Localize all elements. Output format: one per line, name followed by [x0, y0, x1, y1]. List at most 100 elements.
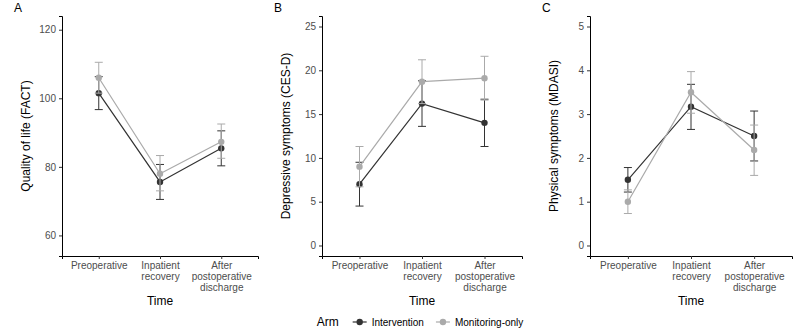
y-tick-mark	[319, 202, 322, 203]
point	[481, 75, 487, 81]
error-bar	[481, 56, 489, 100]
y-tick: 2	[578, 153, 590, 164]
y-tick: 100	[39, 93, 62, 104]
y-tick-mark	[59, 235, 62, 236]
x-tick-mark	[754, 256, 755, 259]
point	[751, 147, 757, 153]
error-bar	[624, 168, 632, 193]
y-tick-label: 4	[578, 65, 584, 76]
x-tick-label-line: After	[211, 260, 233, 271]
x-tick-label-line: After	[744, 260, 766, 271]
x-tick-mark	[691, 256, 692, 259]
x-tick-label-line: Inpatient	[403, 260, 442, 271]
y-tick-label: 15	[305, 109, 317, 120]
error-bar	[481, 99, 489, 146]
plot-marks	[356, 56, 489, 206]
y-tick: 10	[305, 153, 322, 164]
y-tick-label: 0	[310, 240, 316, 251]
y-tick-mark	[319, 158, 322, 159]
y-tick-label: 3	[578, 109, 584, 120]
x-axis-line	[323, 257, 523, 260]
y-tick-mark	[587, 158, 590, 159]
y-tick: 5	[578, 21, 590, 32]
legend-item: Intervention	[353, 317, 424, 328]
panel-title: B	[274, 1, 282, 15]
y-tick-label: 120	[39, 24, 56, 35]
y-axis-title: Depressive symptoms (CES-D)	[279, 53, 293, 220]
y-axis-title: Physical symptoms (MDASI)	[547, 60, 561, 212]
legend-label: Intervention	[372, 317, 424, 328]
y-tick: 80	[45, 162, 62, 173]
x-tick: Inpatientrecovery	[672, 256, 711, 282]
point	[157, 171, 163, 177]
panel-title: A	[14, 1, 22, 15]
point	[419, 78, 425, 84]
x-tick-label-line: Inpatient	[672, 260, 711, 271]
legend: Arm Intervention Monitoring-only	[317, 315, 524, 329]
error-bar	[356, 147, 364, 187]
error-bar	[95, 62, 103, 93]
y-tick-mark	[319, 245, 322, 246]
error-bar	[418, 60, 426, 104]
point	[481, 120, 487, 126]
y-tick-label: 5	[578, 21, 584, 32]
y-axis: 012345	[578, 17, 590, 257]
y-tick-label: 5	[310, 196, 316, 207]
y-tick: 120	[39, 24, 62, 35]
x-tick-label-line: postoperative	[192, 271, 252, 282]
x-axis: Preoperative Inpatientrecovery Afterpostop…	[591, 256, 793, 293]
x-tick-label: Inpatientrecovery	[141, 260, 180, 282]
legend-item: Monitoring-only	[436, 317, 523, 328]
x-tick: Preoperative	[600, 256, 657, 271]
x-tick-label-line: recovery	[141, 271, 179, 282]
panel: 60 80 100 120 Preoperative Inpatientrecovery A…	[14, 1, 259, 308]
y-axis: 60 80 100 120	[39, 17, 62, 257]
y-tick-mark	[319, 70, 322, 71]
y-tick-mark	[587, 245, 590, 246]
x-tick: Preoperative	[332, 256, 389, 271]
y-tick: 5	[310, 196, 322, 207]
x-tick-label: Afterpostoperativedischarge	[455, 260, 515, 293]
x-tick: Preoperative	[71, 256, 128, 271]
x-axis-title: Time	[147, 294, 174, 308]
legend-title: Arm	[317, 315, 339, 329]
x-tick-label-line: postoperative	[725, 271, 785, 282]
x-tick-label-line: recovery	[403, 271, 441, 282]
y-tick-label: 80	[45, 162, 57, 173]
x-tick-label-line: recovery	[672, 271, 710, 282]
x-tick-label: Preoperative	[600, 260, 657, 271]
point	[356, 163, 362, 169]
y-tick-mark	[587, 114, 590, 115]
plot-marks	[95, 62, 226, 199]
x-tick-mark	[422, 256, 423, 259]
y-tick-mark	[319, 27, 322, 28]
x-tick-mark	[160, 256, 161, 259]
x-tick-label: Preoperative	[332, 260, 389, 271]
y-tick: 0	[310, 240, 322, 251]
y-axis-line	[319, 17, 323, 257]
x-tick: Afterpostoperativedischarge	[725, 256, 785, 293]
y-axis-title: Quality of life (FACT)	[19, 80, 33, 191]
x-axis-title: Time	[409, 294, 436, 308]
y-tick: 0	[578, 240, 590, 251]
y-tick: 25	[305, 21, 322, 32]
x-tick-label-line: Preoperative	[332, 260, 389, 271]
error-bar	[156, 156, 164, 191]
y-tick-mark	[587, 70, 590, 71]
point	[625, 198, 631, 204]
x-tick-mark	[360, 256, 361, 259]
y-tick-mark	[587, 27, 590, 28]
y-tick-label: 10	[305, 153, 317, 164]
panel-title: C	[542, 1, 551, 15]
error-bar	[624, 190, 632, 214]
y-tick: 60	[45, 230, 62, 241]
y-tick-label: 25	[305, 21, 317, 32]
y-tick-mark	[587, 202, 590, 203]
point	[625, 177, 631, 183]
x-axis-line	[63, 257, 259, 260]
y-tick: 15	[305, 109, 322, 120]
x-tick-label: Inpatientrecovery	[403, 260, 442, 282]
y-tick-mark	[319, 114, 322, 115]
y-axis-line	[59, 17, 63, 257]
x-tick-mark	[628, 256, 629, 259]
